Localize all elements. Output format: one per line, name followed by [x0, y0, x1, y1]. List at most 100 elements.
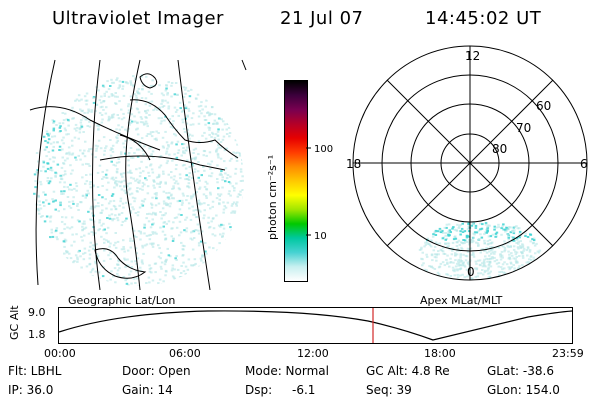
emission-speckle	[79, 201, 82, 204]
emission-speckle	[175, 109, 179, 111]
emission-speckle	[85, 193, 88, 195]
emission-speckle	[132, 75, 135, 78]
emission-speckle	[195, 191, 198, 193]
emission-speckle	[439, 262, 443, 265]
emission-speckle	[145, 178, 148, 181]
emission-speckle	[162, 170, 165, 173]
emission-speckle	[217, 138, 220, 141]
emission-speckle	[466, 227, 470, 230]
emission-speckle	[42, 160, 45, 163]
emission-speckle	[75, 98, 79, 101]
emission-speckle	[60, 166, 64, 169]
timeline-right-title: Apex MLat/MLT	[420, 294, 503, 307]
emission-speckle	[479, 272, 483, 275]
emission-speckle	[170, 227, 173, 230]
emission-speckle	[114, 232, 117, 234]
emission-speckle	[221, 179, 224, 181]
emission-speckle	[151, 243, 154, 246]
emission-speckle	[93, 206, 97, 209]
emission-speckle	[197, 244, 201, 247]
emission-speckle	[213, 136, 217, 139]
emission-speckle	[164, 274, 167, 277]
emission-speckle	[54, 171, 57, 174]
emission-speckle	[75, 189, 78, 192]
emission-speckle	[164, 212, 167, 215]
emission-speckle	[148, 267, 152, 270]
emission-speckle	[228, 190, 231, 193]
emission-speckle	[195, 182, 199, 185]
emission-speckle	[225, 239, 228, 242]
emission-speckle	[445, 273, 448, 276]
emission-speckle	[124, 201, 128, 204]
emission-speckle	[234, 139, 238, 142]
emission-speckle	[475, 267, 479, 270]
emission-speckle	[518, 233, 521, 236]
emission-speckle	[109, 85, 112, 87]
emission-speckle	[454, 254, 457, 257]
emission-speckle	[76, 219, 80, 222]
emission-speckle	[145, 75, 148, 78]
emission-speckle	[484, 231, 487, 234]
emission-speckle	[485, 251, 489, 254]
emission-speckle	[467, 274, 471, 277]
emission-speckle	[149, 133, 152, 136]
emission-speckle	[96, 254, 100, 257]
emission-speckle	[529, 254, 533, 257]
emission-speckle	[140, 137, 144, 140]
emission-speckle	[103, 249, 106, 252]
emission-speckle	[149, 163, 153, 166]
emission-speckle	[59, 125, 62, 128]
emission-speckle	[479, 222, 482, 225]
emission-speckle	[491, 256, 494, 258]
emission-speckle	[116, 137, 119, 140]
emission-speckle	[479, 264, 482, 267]
emission-speckle	[489, 235, 493, 238]
emission-speckle	[150, 100, 154, 103]
emission-speckle	[148, 175, 151, 177]
emission-speckle	[468, 248, 471, 250]
emission-speckle	[535, 263, 538, 266]
emission-speckle	[456, 276, 460, 279]
emission-speckle	[139, 116, 143, 119]
emission-speckle	[167, 254, 171, 257]
emission-speckle	[493, 252, 496, 255]
emission-speckle	[199, 257, 203, 260]
emission-speckle	[477, 229, 481, 232]
emission-speckle	[77, 137, 80, 140]
emission-speckle	[175, 156, 179, 159]
emission-speckle	[52, 160, 55, 163]
emission-speckle	[499, 253, 502, 256]
emission-speckle	[487, 266, 490, 269]
emission-speckle	[503, 279, 506, 280]
emission-speckle	[136, 187, 139, 189]
emission-speckle	[217, 187, 220, 190]
emission-speckle	[525, 267, 528, 270]
emission-speckle	[94, 232, 97, 235]
emission-speckle	[472, 236, 475, 239]
emission-speckle	[95, 124, 99, 127]
emission-speckle	[56, 238, 59, 241]
emission-speckle	[127, 105, 130, 108]
emission-speckle	[203, 169, 206, 172]
emission-speckle	[55, 236, 58, 239]
emission-speckle	[493, 228, 496, 231]
emission-speckle	[521, 243, 524, 246]
emission-speckle	[52, 127, 56, 130]
emission-speckle	[465, 280, 468, 282]
emission-speckle	[229, 182, 232, 185]
emission-speckle	[231, 203, 234, 205]
polar-emission-speckle	[418, 222, 542, 282]
emission-speckle	[127, 154, 130, 157]
emission-speckle	[197, 122, 201, 125]
emission-speckle	[483, 279, 486, 280]
emission-speckle	[238, 154, 242, 157]
emission-speckle	[188, 172, 191, 175]
emission-speckle	[63, 159, 67, 162]
emission-speckle	[227, 126, 231, 129]
emission-speckle	[170, 235, 173, 238]
emission-speckle	[172, 237, 175, 240]
emission-speckle	[145, 166, 148, 169]
emission-speckle	[170, 171, 173, 173]
emission-speckle	[110, 78, 113, 81]
colorbar-unit-label: photon cm⁻²s⁻¹	[266, 154, 279, 240]
